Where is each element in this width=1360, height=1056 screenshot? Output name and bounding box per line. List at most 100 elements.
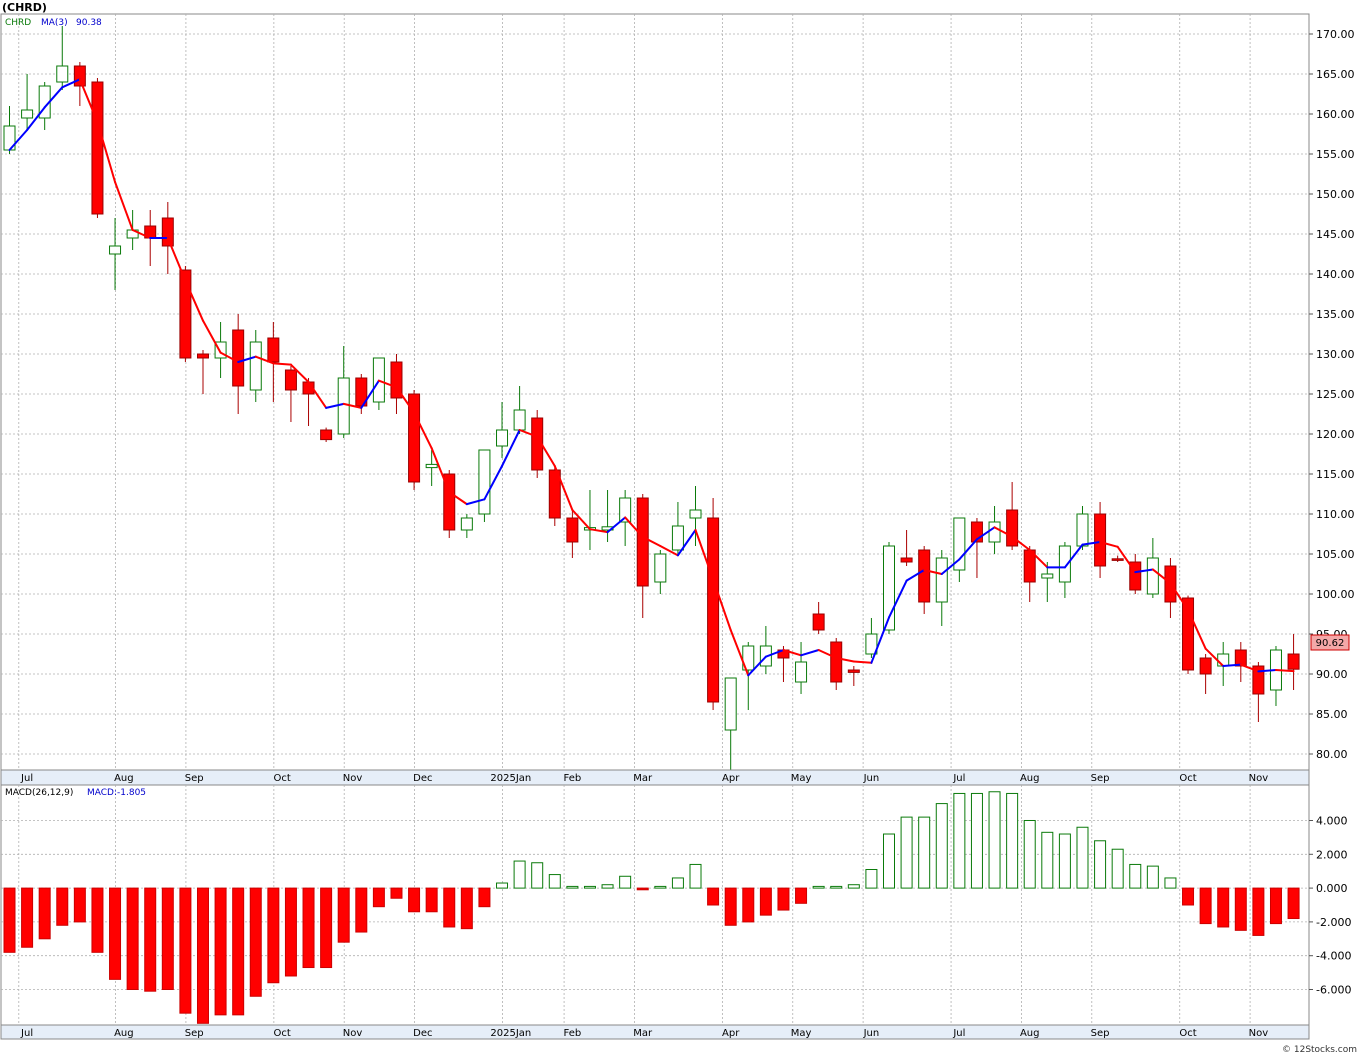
macd-bar-negative: [73, 887, 86, 923]
price-tick-label: 140.00: [1316, 268, 1355, 281]
macd-bar-negative: [724, 887, 737, 926]
ma-segment: [782, 649, 803, 657]
price-tick-label: 165.00: [1316, 68, 1355, 81]
ma-segment: [553, 465, 574, 511]
ma-segment: [114, 181, 134, 231]
macd-bar-positive: [496, 882, 509, 889]
moving-average-line: [8, 78, 1295, 677]
ma-segment: [1099, 541, 1119, 548]
candle-down: [548, 469, 561, 519]
candle-down: [320, 429, 333, 441]
date-axis-bottom: Jul Aug Sep Oct Nov Dec 2025Jan Feb Mar Apr May Jun…: [20, 1028, 1268, 1039]
macd-bar-negative: [390, 887, 403, 899]
date-label-bottom: Feb: [564, 1028, 582, 1039]
candle-up: [795, 661, 808, 683]
macd-bar-negative: [38, 887, 51, 940]
macd-bar-positive: [1041, 831, 1054, 889]
ma-segment: [571, 509, 591, 531]
macd-bar-negative: [109, 887, 122, 980]
candle-down: [408, 393, 421, 483]
ma-segment: [835, 657, 855, 663]
candle-down: [1199, 657, 1212, 675]
ma-segment: [8, 129, 29, 151]
price-tick-label: 160.00: [1316, 108, 1355, 121]
price-y-axis: 80.0085.0090.0095.00100.00105.00110.0011…: [1309, 28, 1355, 761]
macd-bar-negative: [337, 887, 350, 943]
candle-up: [425, 463, 438, 469]
ma-segment: [43, 86, 64, 109]
ma-segment: [360, 379, 380, 409]
macd-bar-negative: [777, 887, 790, 911]
macd-bar-positive: [513, 860, 526, 889]
macd-bar-negative: [302, 887, 315, 969]
macd-bar-positive: [935, 803, 948, 889]
candle-up: [953, 517, 966, 571]
chart-title: (CHRD): [2, 1, 47, 14]
ma-segment: [800, 649, 820, 657]
ma-segment: [940, 558, 961, 575]
macd-bar-negative: [3, 887, 16, 953]
date-label-bottom: Oct: [273, 1028, 290, 1039]
candle-down: [830, 641, 843, 683]
price-panel-frame: [0, 13, 1310, 771]
candle-down: [900, 557, 913, 563]
macd-bar-negative: [144, 887, 157, 992]
macd-tick-label: -6.000: [1316, 984, 1351, 997]
candle-down: [284, 369, 297, 391]
ma-segment: [501, 429, 521, 467]
ma-segment: [325, 402, 345, 409]
macd-bar-negative: [1182, 887, 1195, 906]
candle-down: [443, 473, 456, 531]
candle-down: [566, 517, 579, 543]
copyright-text: © 12Stocks.com: [1282, 1045, 1357, 1055]
candle-up: [496, 429, 509, 447]
ma-segment: [975, 526, 996, 541]
ma-segment: [1169, 582, 1190, 611]
ma-segment: [1222, 663, 1242, 667]
macd-bar-negative: [56, 887, 69, 926]
macd-bar-positive: [583, 885, 596, 889]
candle-up: [337, 377, 350, 435]
candle-up: [671, 525, 684, 551]
candle-down: [1287, 653, 1300, 670]
ma-segment: [747, 655, 767, 677]
candle-down: [1234, 649, 1247, 667]
price-tick-label: 100.00: [1316, 588, 1355, 601]
candle-down: [1006, 509, 1019, 547]
candle-up: [109, 245, 122, 255]
date-label-top: Aug: [114, 773, 134, 784]
date-label-top: Jun: [863, 773, 880, 784]
macd-value-legend: MACD:-1.805: [87, 788, 146, 798]
macd-legend: MACD(26,12,9): [5, 788, 73, 798]
price-tick-label: 115.00: [1316, 468, 1355, 481]
candle-down: [970, 521, 983, 543]
macd-bar-negative: [284, 887, 297, 977]
ma-segment: [1081, 541, 1102, 546]
macd-bar-positive: [865, 869, 878, 889]
ma-segment: [395, 386, 416, 414]
macd-bar-negative: [214, 887, 227, 1016]
price-tick-label: 120.00: [1316, 428, 1355, 441]
date-label-bottom: Nov: [343, 1028, 363, 1039]
date-label-bottom: Nov: [1249, 1028, 1269, 1039]
candle-down: [1094, 513, 1107, 567]
macd-y-axis: -6.000 -4.000 -2.000 0.000 2.000 4.000: [1309, 814, 1351, 997]
candle-down: [1111, 558, 1124, 561]
ma-segment: [1011, 535, 1031, 551]
date-label-top: Apr: [722, 773, 740, 784]
candle-down: [1252, 665, 1265, 695]
date-label-bottom: Sep: [185, 1028, 204, 1039]
macd-bar-negative: [249, 887, 262, 997]
date-label-top: Sep: [185, 773, 204, 784]
date-label-top: 2025Jan: [490, 773, 531, 784]
macd-bar-negative: [443, 887, 456, 928]
ma-segment: [1239, 663, 1260, 673]
last-price-box: [1310, 634, 1350, 651]
macd-bar-positive: [847, 884, 860, 889]
macd-tick-label: 0.000: [1316, 882, 1348, 895]
candle-up: [724, 677, 737, 731]
macd-bar-positive: [531, 862, 544, 889]
date-label-bottom: Mar: [633, 1028, 653, 1039]
ma-segment: [307, 381, 328, 409]
